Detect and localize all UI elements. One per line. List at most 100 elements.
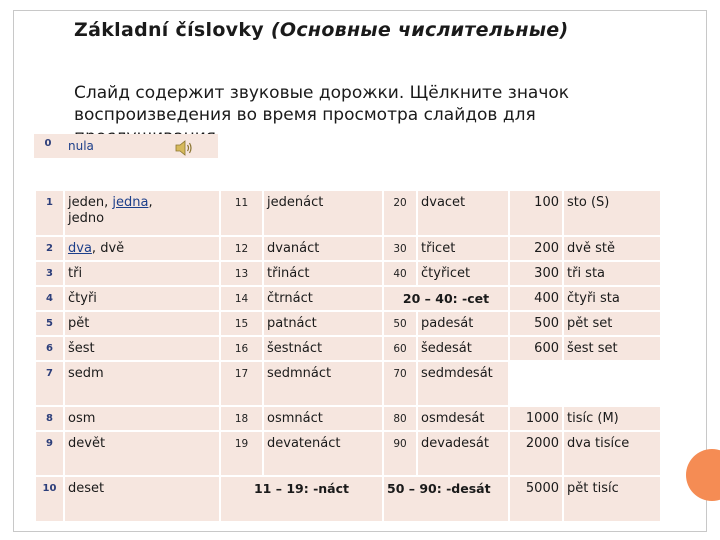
tens-word: padesát	[416, 310, 508, 335]
hundreds-number: 2000	[508, 430, 562, 475]
table-row: 6 šest 16 šestnáct 60 šedesát 600 šest s…	[34, 335, 660, 360]
row-number: 10	[34, 475, 63, 521]
audio-link[interactable]: jedna	[112, 195, 149, 210]
tens-word: dvacet	[416, 189, 508, 235]
row-number: 1	[34, 189, 63, 235]
teen-word: šestnáct	[262, 335, 382, 360]
empty-cell	[562, 360, 660, 405]
table-row: 7 sedm 17 sedmnáct 70 sedmdesát	[34, 360, 660, 405]
teen-number: 17	[219, 360, 262, 405]
units-word: deset	[63, 475, 219, 521]
row-number: 5	[34, 310, 63, 335]
hundreds-number: 200	[508, 235, 562, 260]
teen-word: čtrnáct	[262, 285, 382, 310]
teen-number: 18	[219, 405, 262, 430]
teen-word: třináct	[262, 260, 382, 285]
row-number: 9	[34, 430, 63, 475]
teen-number: 13	[219, 260, 262, 285]
units-word: devět	[63, 430, 219, 475]
table-row: 9 devět 19 devatenáct 90 devadesát 2000 …	[34, 430, 660, 475]
units-word: tři	[63, 260, 219, 285]
units-word: sedm	[63, 360, 219, 405]
tens-word: šedesát	[416, 335, 508, 360]
hundreds-word: dva tisíce	[562, 430, 660, 475]
teen-number: 19	[219, 430, 262, 475]
table-row: 10 deset 11 – 19: -náct 50 – 90: -desát …	[34, 475, 660, 521]
slide-frame	[13, 10, 707, 532]
teen-number: 14	[219, 285, 262, 310]
tens-rule: 50 – 90: -desát	[382, 475, 508, 521]
hundreds-number: 1000	[508, 405, 562, 430]
units-word: dva, dvě	[63, 235, 219, 260]
tens-word: třicet	[416, 235, 508, 260]
hundreds-word: tisíc (M)	[562, 405, 660, 430]
tens-number: 40	[382, 260, 416, 285]
row-number: 4	[34, 285, 63, 310]
teen-word: devatenáct	[262, 430, 382, 475]
units-word: jeden, jedna, jedno	[63, 189, 219, 235]
row-number: 2	[34, 235, 63, 260]
row-number: 8	[34, 405, 63, 430]
row-number: 7	[34, 360, 63, 405]
teen-number: 16	[219, 335, 262, 360]
hundreds-number: 500	[508, 310, 562, 335]
hundreds-number: 600	[508, 335, 562, 360]
hundreds-number: 100	[508, 189, 562, 235]
zero-row: 0 nula	[34, 134, 218, 158]
speaker-icon[interactable]	[172, 137, 194, 159]
teen-word: jedenáct	[262, 189, 382, 235]
slide-subtitle: Слайд содержит звуковые дорожки. Щёлкнит…	[74, 83, 570, 147]
teen-number: 12	[219, 235, 262, 260]
table-row: 5 pět 15 patnáct 50 padesát 500 pět set	[34, 310, 660, 335]
empty-cell	[508, 360, 562, 405]
tens-rule: 20 – 40: -cet	[382, 285, 508, 310]
table-row: 2 dva, dvě 12 dvanáct 30 třicet 200 dvě …	[34, 235, 660, 260]
teen-word: dvanáct	[262, 235, 382, 260]
zero-word: nula	[68, 139, 94, 153]
table-row: 8 osm 18 osmnáct 80 osmdesát 1000 tisíc …	[34, 405, 660, 430]
tens-word: sedmdesát	[416, 360, 508, 405]
tens-number: 60	[382, 335, 416, 360]
units-word: čtyři	[63, 285, 219, 310]
numbers-table: 1 jeden, jedna, jedno 11 jedenáct 20 dvac…	[34, 189, 660, 521]
hundreds-word: čtyři sta	[562, 285, 660, 310]
units-word: šest	[63, 335, 219, 360]
tens-word: osmdesát	[416, 405, 508, 430]
slide-title: Základní číslovky (Основные числительные…	[74, 16, 634, 45]
tens-number: 50	[382, 310, 416, 335]
row-number: 3	[34, 260, 63, 285]
tens-word: devadesát	[416, 430, 508, 475]
hundreds-number: 300	[508, 260, 562, 285]
table-row: 3 tři 13 třináct 40 čtyřicet 300 tři sta	[34, 260, 660, 285]
tens-number: 80	[382, 405, 416, 430]
hundreds-word: sto (S)	[562, 189, 660, 235]
hundreds-number: 400	[508, 285, 562, 310]
teen-number: 11	[219, 189, 262, 235]
table-row: 1 jeden, jedna, jedno 11 jedenáct 20 dvac…	[34, 189, 660, 235]
tens-number: 90	[382, 430, 416, 475]
hundreds-word: tři sta	[562, 260, 660, 285]
units-word: pět	[63, 310, 219, 335]
teen-word: sedmnáct	[262, 360, 382, 405]
teens-rule: 11 – 19: -náct	[219, 475, 382, 521]
tens-number: 30	[382, 235, 416, 260]
hundreds-word: šest set	[562, 335, 660, 360]
title-main: Základní číslovky	[74, 19, 264, 41]
table-row: 4 čtyři 14 čtrnáct 20 – 40: -cet 400 čty…	[34, 285, 660, 310]
teen-word: osmnáct	[262, 405, 382, 430]
zero-number: 0	[44, 138, 52, 149]
tens-number: 70	[382, 360, 416, 405]
tens-word: čtyřicet	[416, 260, 508, 285]
row-number: 6	[34, 335, 63, 360]
accent-circle	[686, 449, 720, 501]
teen-word: patnáct	[262, 310, 382, 335]
tens-number: 20	[382, 189, 416, 235]
hundreds-word: pět tisíc	[562, 475, 660, 521]
units-word: osm	[63, 405, 219, 430]
hundreds-word: pět set	[562, 310, 660, 335]
audio-link[interactable]: dva	[68, 241, 92, 256]
hundreds-number: 5000	[508, 475, 562, 521]
hundreds-word: dvě stě	[562, 235, 660, 260]
title-italic: (Основные числительные)	[270, 19, 569, 41]
teen-number: 15	[219, 310, 262, 335]
